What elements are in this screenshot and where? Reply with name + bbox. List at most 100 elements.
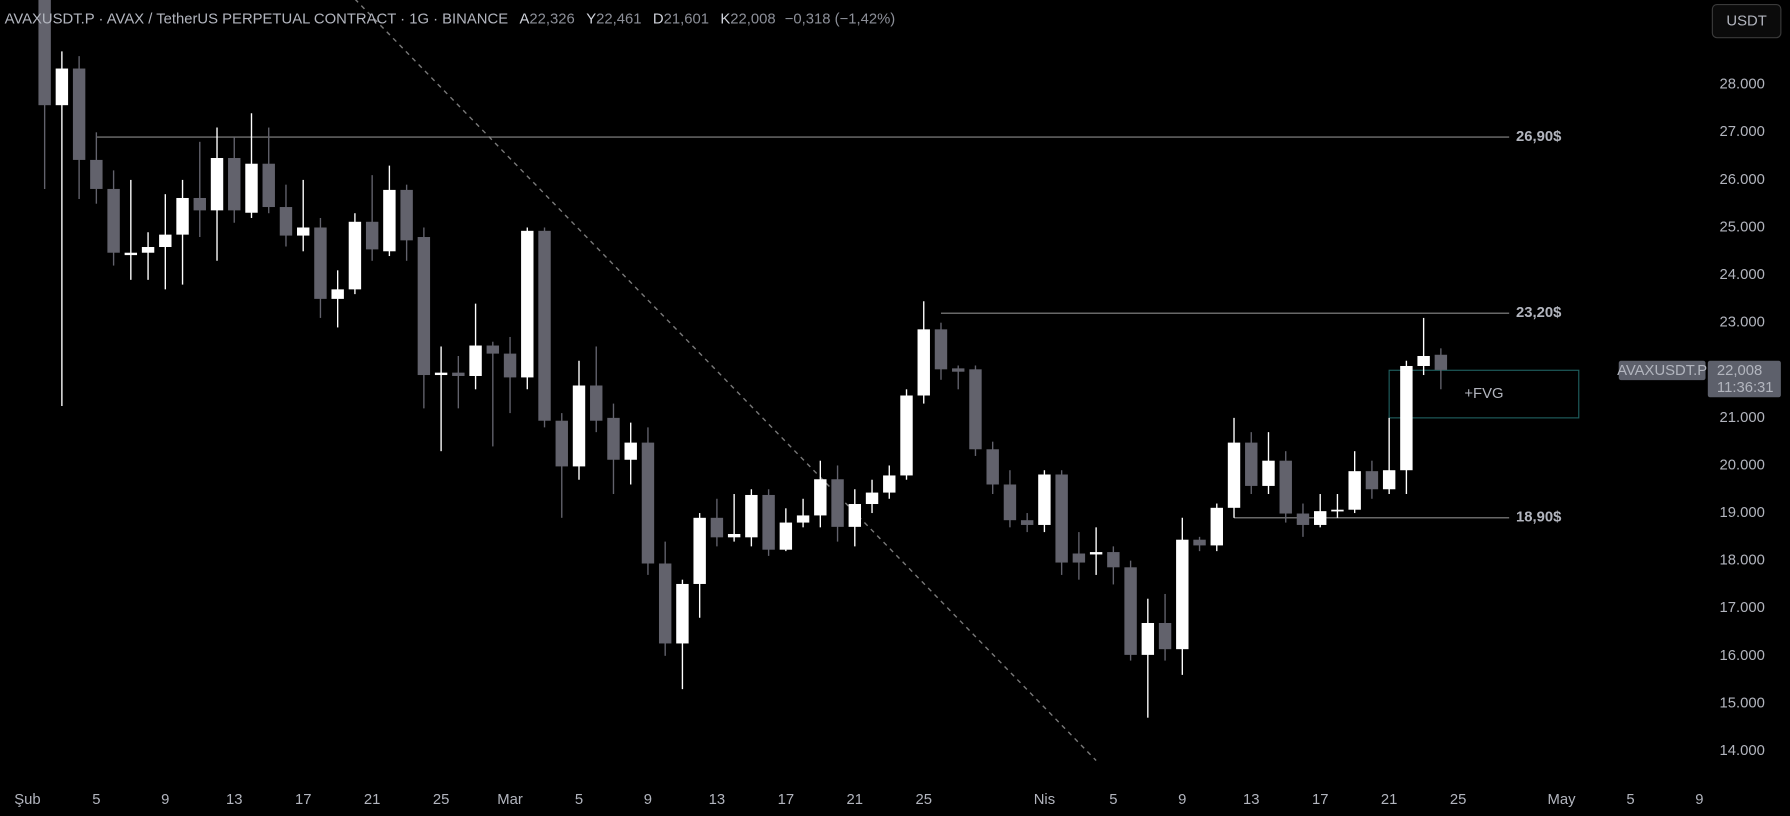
candle-body bbox=[624, 442, 637, 460]
candle-body bbox=[1227, 442, 1241, 508]
x-tick-label: 13 bbox=[709, 792, 726, 808]
candle-body bbox=[1382, 470, 1396, 490]
candle-body bbox=[1124, 567, 1137, 655]
candle-body bbox=[159, 234, 172, 248]
candle-body bbox=[1296, 513, 1310, 525]
x-tick-label: Şub bbox=[14, 792, 40, 808]
candle-body bbox=[969, 369, 982, 450]
candle-body bbox=[1348, 471, 1361, 510]
candle-body bbox=[262, 163, 275, 208]
fvg-box bbox=[1388, 369, 1580, 419]
candle-body bbox=[331, 289, 344, 299]
ohlc-value: 22,008 bbox=[730, 11, 775, 27]
symbol-tag bbox=[1618, 360, 1706, 381]
candle-body bbox=[796, 515, 810, 523]
candle-body bbox=[814, 479, 827, 516]
candle-body bbox=[107, 188, 120, 253]
candle-body bbox=[607, 417, 620, 460]
ohlc-value: 21,601 bbox=[664, 11, 709, 27]
candle-body bbox=[314, 227, 327, 299]
x-tick-label: 21 bbox=[847, 792, 864, 808]
candle-body bbox=[1262, 460, 1275, 486]
y-tick-label: 23.000 bbox=[1720, 315, 1765, 331]
countdown-label: 11:36:31 bbox=[1717, 380, 1774, 396]
currency-button[interactable] bbox=[1711, 3, 1782, 39]
price-level-label: 26,90$ bbox=[1516, 129, 1562, 145]
candle-body bbox=[658, 563, 672, 644]
x-tick-label: 25 bbox=[433, 792, 450, 808]
candle-body bbox=[1313, 511, 1327, 525]
candle-body bbox=[883, 475, 896, 493]
candle-body bbox=[1072, 553, 1086, 563]
symbol-tag-label: AVAXUSDT.P bbox=[1617, 363, 1707, 379]
candle-body bbox=[590, 385, 603, 421]
candle-body bbox=[762, 494, 775, 550]
x-tick-label: 5 bbox=[575, 792, 583, 808]
candle-body bbox=[538, 230, 551, 421]
candle-body bbox=[141, 247, 155, 253]
candle-body bbox=[779, 522, 793, 550]
x-tick-label: 9 bbox=[1695, 792, 1703, 808]
candle-body bbox=[72, 68, 86, 160]
y-tick-label: 27.000 bbox=[1720, 124, 1765, 140]
x-tick-label: Nis bbox=[1034, 792, 1055, 808]
candle-body bbox=[245, 163, 258, 213]
candle-body bbox=[1020, 520, 1034, 525]
trendline bbox=[354, 0, 1097, 762]
x-tick-label: 13 bbox=[1243, 792, 1260, 808]
candle-body bbox=[1434, 354, 1448, 370]
x-tick-label: 25 bbox=[1450, 792, 1467, 808]
candle-body bbox=[1038, 474, 1051, 525]
x-tick-label: 5 bbox=[1626, 792, 1634, 808]
candle-body bbox=[986, 449, 999, 485]
candle-body bbox=[676, 583, 689, 644]
candle-body bbox=[400, 189, 413, 241]
candle-body bbox=[710, 517, 724, 538]
candle-body bbox=[1279, 460, 1292, 514]
candle-body bbox=[124, 252, 138, 256]
candle-body bbox=[900, 395, 913, 476]
candle-body bbox=[38, 0, 51, 106]
candle-body bbox=[1193, 539, 1206, 546]
plot-area bbox=[38, 0, 1580, 762]
candle-body bbox=[434, 372, 448, 376]
ohlc-key: A bbox=[520, 11, 530, 27]
candle-body bbox=[1003, 484, 1017, 521]
candle-body bbox=[365, 221, 379, 250]
candle-body bbox=[1158, 622, 1172, 650]
ohlc-key: K bbox=[720, 11, 730, 27]
candle-body bbox=[348, 221, 362, 290]
candle-body bbox=[503, 353, 517, 378]
currency-button-label[interactable]: USDT bbox=[1726, 14, 1766, 30]
y-tick-label: 28.000 bbox=[1720, 77, 1765, 93]
candle-body bbox=[469, 345, 482, 376]
x-tick-label: 21 bbox=[1381, 792, 1398, 808]
candle-body bbox=[831, 479, 844, 527]
candle-body bbox=[1176, 539, 1189, 650]
y-tick-label: 25.000 bbox=[1720, 219, 1765, 235]
price-level-label: 23,20$ bbox=[1516, 305, 1562, 321]
candle-body bbox=[1245, 442, 1258, 486]
candle-body bbox=[210, 158, 224, 211]
x-tick-label: 9 bbox=[644, 792, 652, 808]
candle-body bbox=[1365, 471, 1379, 490]
candle-body bbox=[1107, 552, 1120, 568]
candle-body bbox=[90, 159, 103, 189]
candle-body bbox=[572, 385, 586, 467]
y-tick-label: 18.000 bbox=[1720, 553, 1765, 569]
x-tick-label: 9 bbox=[1178, 792, 1186, 808]
candle-body bbox=[693, 517, 706, 584]
candle-body bbox=[555, 420, 568, 467]
y-tick-label: 16.000 bbox=[1720, 648, 1765, 664]
y-tick-label: 15.000 bbox=[1720, 695, 1765, 711]
candle-body bbox=[417, 237, 431, 376]
candle-body bbox=[727, 533, 741, 538]
candle-body bbox=[296, 227, 310, 236]
x-tick-label: 5 bbox=[1109, 792, 1117, 808]
y-tick-label: 14.000 bbox=[1720, 743, 1765, 759]
y-tick-label: 24.000 bbox=[1720, 267, 1765, 283]
candle-body bbox=[1089, 552, 1103, 555]
